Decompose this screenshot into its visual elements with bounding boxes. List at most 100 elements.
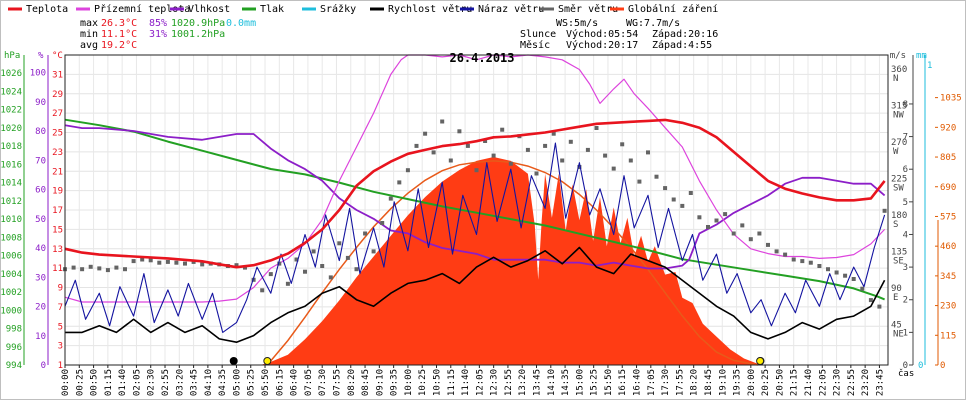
x-unit-label: čas (898, 368, 914, 379)
wind-direction-point (774, 249, 779, 254)
info-moon-set: Západ:4:55 (652, 39, 712, 51)
axis-dir-tick: 45 (891, 320, 902, 330)
axis-dir-tick: 225 (891, 174, 907, 184)
x-tick-label: 23:45 (875, 369, 885, 396)
wind-direction-point (483, 139, 488, 143)
x-tick-label: 09:10 (375, 369, 385, 396)
axis-wm2-tick: 345 (940, 272, 956, 282)
wind-direction-point (585, 147, 590, 152)
wind-direction-point (534, 171, 539, 176)
x-tick-label: 09:35 (390, 369, 400, 396)
wind-direction-point (654, 174, 659, 179)
x-tick-label: 08:20 (347, 369, 357, 396)
sun-marker (756, 357, 765, 365)
wind-direction-point (114, 265, 119, 270)
axis-hpa-tick: 1016 (0, 160, 22, 170)
axis-pct-tick: 40 (35, 244, 46, 254)
x-tick-label: 18:45 (704, 369, 714, 396)
axis-degc-label: °C (52, 51, 63, 61)
wind-direction-point (371, 249, 376, 254)
x-tick-label: 05:00 (232, 369, 242, 396)
wind-direction-point (714, 218, 719, 223)
legend-label: Směr větru (558, 3, 618, 15)
axis-dir-tick: 135 (891, 247, 907, 257)
x-tick-label: 21:40 (804, 369, 814, 396)
axis-ms-tick: 3 (903, 263, 908, 273)
x-tick-label: 04:10 (204, 369, 214, 396)
x-tick-label: 00:25 (75, 369, 85, 396)
info-sun-label: Slunce (520, 29, 556, 40)
x-tick-label: 17:55 (675, 369, 685, 396)
wind-direction-point (808, 260, 813, 265)
axis-hpa-tick: 996 (6, 343, 22, 353)
wind-direction-point (440, 119, 445, 124)
x-tick-label: 20:00 (747, 369, 757, 396)
wind-direction-point (680, 203, 685, 208)
x-tick-label: 02:05 (132, 369, 142, 396)
axis-degc-tick: 17 (52, 206, 63, 216)
x-tick-label: 08:45 (361, 369, 371, 396)
axis-ms-tick: 7 (903, 133, 908, 143)
wind-direction-point (148, 258, 153, 263)
stat-max-label: max (80, 18, 98, 29)
stat-avg-temp: 19.2°C (101, 40, 137, 51)
wind-direction-point (191, 259, 196, 264)
x-tick-label: 10:00 (404, 369, 414, 396)
plot-frame (64, 54, 889, 366)
wind-direction-point (397, 180, 402, 185)
x-tick-label: 02:55 (161, 369, 171, 396)
axis-degc-tick: 5 (58, 322, 63, 332)
wind-direction-point (851, 277, 856, 281)
x-tick-label: 14:35 (561, 369, 571, 396)
axis-hpa-tick: 1014 (0, 179, 22, 189)
x-tick-label: 03:20 (175, 369, 185, 396)
axis-wm2-tick: 805 (940, 153, 956, 163)
wind-direction-point (826, 267, 830, 272)
axis-dir-compass: SW (893, 183, 904, 193)
axis-wm2-tick: 920 (940, 123, 956, 133)
axis-degc-tick: 23 (52, 148, 63, 158)
x-tick-label: 20:50 (775, 369, 785, 396)
axis-hpa-tick: 1004 (0, 270, 22, 280)
stat-max-press: 1020.9hPa (171, 18, 225, 29)
wind-direction-point (663, 186, 668, 191)
info-ws: WS:5m/s (556, 18, 598, 29)
x-tick-label: 14:10 (547, 369, 557, 396)
axis-pct-tick: 80 (35, 127, 46, 137)
axis-ms-tick: 8 (903, 100, 908, 110)
axes: hPa9949969981000100210041006100810101012… (0, 51, 961, 371)
axis-wm2-tick: 115 (940, 331, 956, 341)
x-tick-label: 15:50 (604, 369, 614, 396)
wind-direction-point (363, 231, 368, 236)
moon-marker (229, 357, 238, 365)
chart-title: 26.4.2013 (449, 51, 514, 65)
x-tick-label: 19:35 (733, 369, 743, 396)
wind-direction-point (457, 129, 462, 134)
x-tick-label: 22:55 (847, 369, 857, 396)
axis-hpa-tick: 1008 (0, 233, 22, 243)
axis-hpa-tick: 1002 (0, 288, 22, 298)
series-humidity (64, 124, 886, 270)
wind-direction-point (740, 223, 745, 228)
x-tick-label: 13:20 (518, 369, 528, 396)
stat-min-label: min (80, 29, 98, 40)
wind-direction-point (791, 257, 796, 262)
axis-dir-tick: 180 (891, 211, 907, 221)
axis-wm2-tick: 460 (940, 242, 956, 252)
stat-min-temp: 11.1°C (101, 29, 137, 40)
axis-hpa-tick: 1020 (0, 124, 22, 134)
x-tick-label: 21:15 (790, 369, 800, 396)
axis-degc-tick: 13 (52, 245, 63, 255)
axis-degc-tick: 9 (58, 284, 63, 294)
x-tick-label: 22:30 (833, 369, 843, 396)
wind-direction-point (183, 261, 187, 266)
axis-dir-tick: 315 (891, 101, 907, 111)
wind-direction-point (423, 131, 428, 136)
x-tick-label: 04:35 (218, 369, 228, 396)
wind-direction-point (448, 158, 453, 163)
wind-direction-point (320, 264, 325, 268)
wind-direction-point (243, 265, 247, 270)
axis-degc-tick: 11 (52, 264, 63, 274)
axis-wm2-tick: 690 (940, 183, 956, 193)
